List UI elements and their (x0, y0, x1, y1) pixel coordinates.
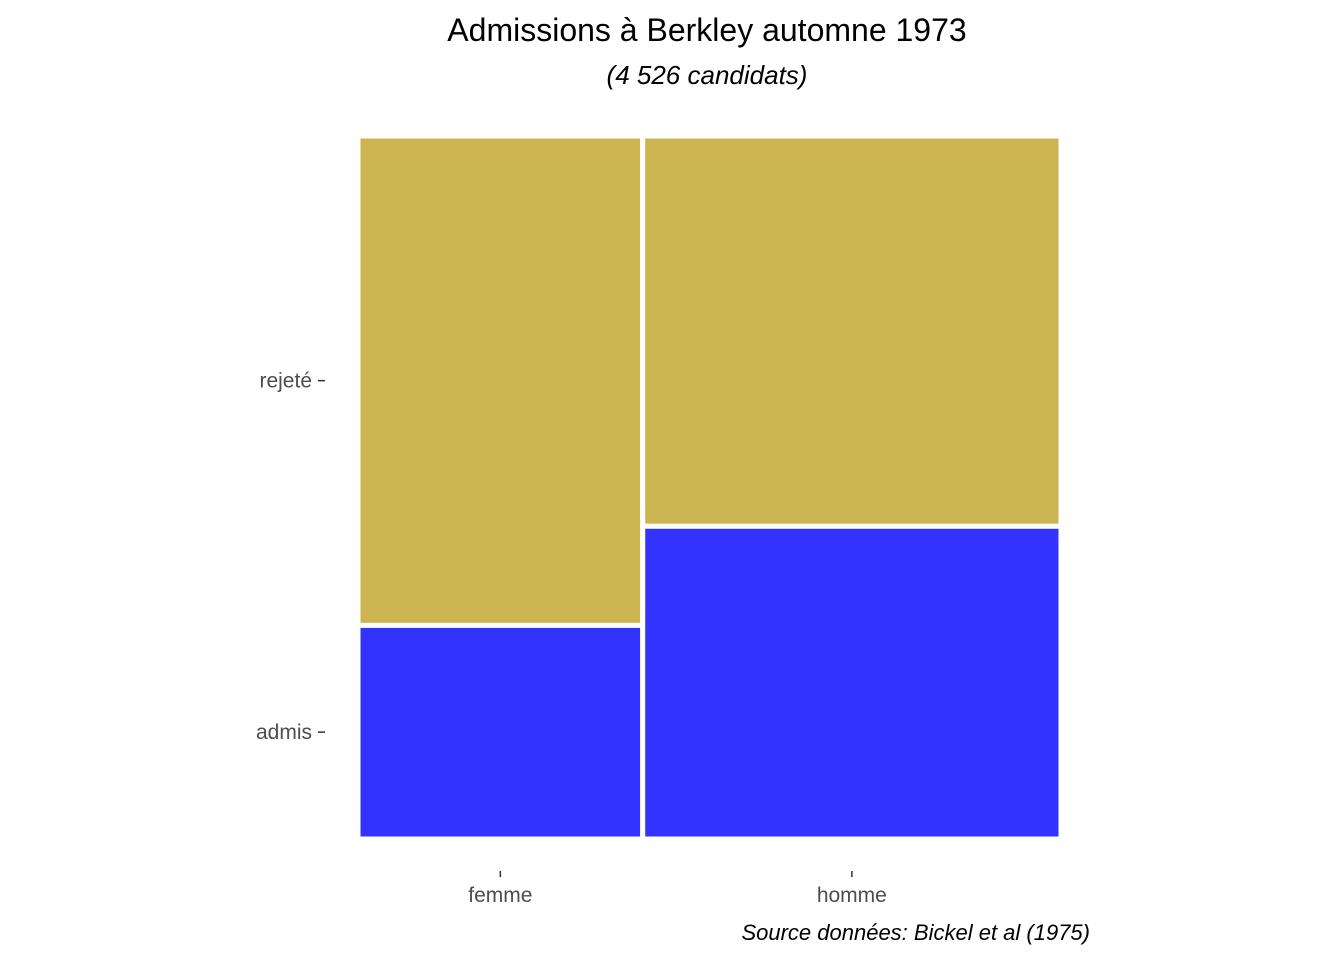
chart-caption: Source données: Bickel et al (1975) (741, 920, 1090, 945)
y-tick-label-admis: admis (256, 721, 312, 744)
x-tick-label-femme: femme (468, 884, 532, 907)
x-axis: femme homme (468, 871, 887, 907)
tile-homme-admis (640, 523, 1064, 842)
chart-title: Admissions à Berkley automne 1973 (447, 12, 966, 48)
tile-femme-rejeté (355, 133, 646, 628)
y-tick-label-rejeté: rejeté (259, 370, 312, 393)
chart-subtitle: (4 526 candidats) (607, 60, 808, 90)
x-tick-label-homme: homme (817, 884, 887, 907)
tile-homme-rejeté (640, 133, 1064, 529)
tile-femme-admis (355, 622, 646, 842)
mosaic-tiles (355, 133, 1064, 842)
y-axis: admis rejeté (256, 370, 325, 744)
